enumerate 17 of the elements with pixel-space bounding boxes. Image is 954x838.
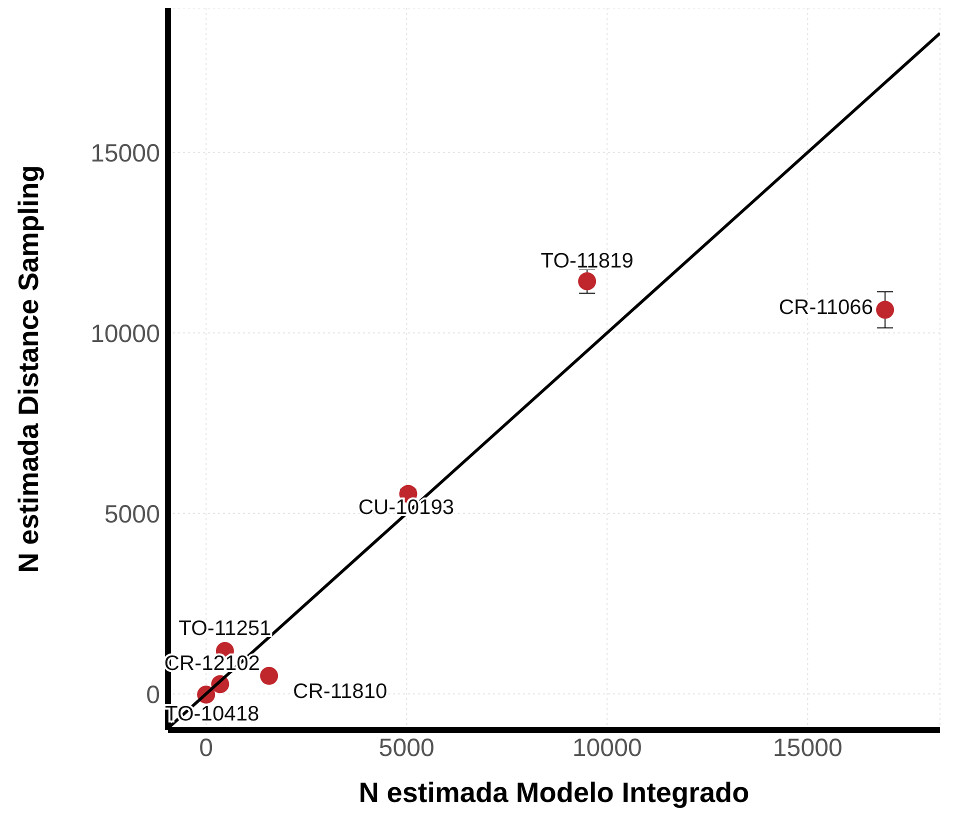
x-tick-label: 5000 xyxy=(378,734,434,762)
y-tick-label: 10000 xyxy=(90,320,160,348)
annotation: TO-11819 xyxy=(540,249,634,272)
annotation: CR-11066 xyxy=(778,296,874,319)
point xyxy=(876,300,894,319)
y-tick-label: 5000 xyxy=(104,500,160,528)
x-tick-label: 15000 xyxy=(772,734,842,762)
y-tick-label: 0 xyxy=(146,680,160,709)
annotation: CR-11810 xyxy=(293,680,388,703)
annotation: TO-11251 xyxy=(178,616,272,640)
x-axis-title: N estimada Modelo Integrado xyxy=(358,776,750,808)
y-tick-label: 15000 xyxy=(90,139,160,168)
x-tick-label: 0 xyxy=(199,734,214,762)
point xyxy=(578,272,596,290)
x-tick-label: 10000 xyxy=(572,734,642,762)
y-axis-title: N estimada Distance Sampling xyxy=(12,165,44,573)
point xyxy=(260,666,278,685)
